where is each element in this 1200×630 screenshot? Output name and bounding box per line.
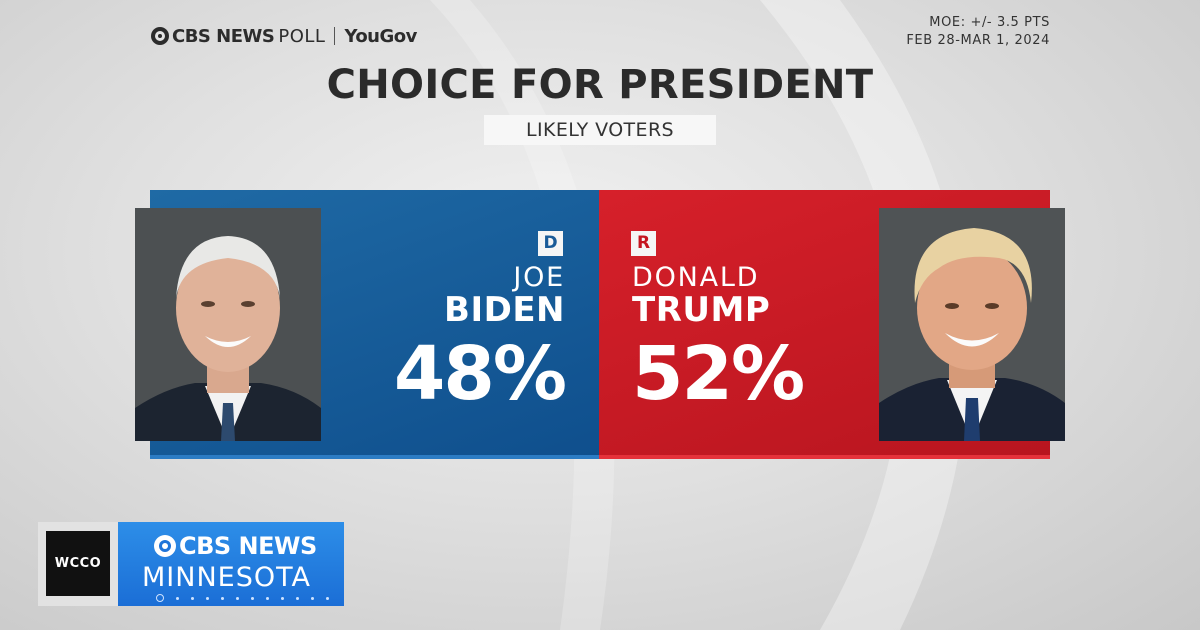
chart-title: CHOICE FOR PRESIDENT (326, 62, 874, 108)
chart-subtitle: LIKELY VOTERS (484, 115, 716, 145)
biden-photo (135, 208, 321, 441)
trump-last-name: TRUMP (632, 290, 771, 330)
cbs-eye-icon (151, 27, 169, 45)
network-name: CBS NEWS (179, 532, 317, 560)
network-bug: CBS NEWS MINNESOTA (118, 522, 344, 606)
progress-dots (156, 594, 329, 602)
trump-photo (879, 208, 1065, 441)
poll-dates: FEB 28-MAR 1, 2024 (906, 33, 1050, 48)
democrat-badge: D (538, 231, 563, 256)
source-poll: POLL (278, 25, 326, 47)
trump-percent: 52% (632, 331, 805, 417)
poll-meta: MOE: +/- 3.5 PTS FEB 28-MAR 1, 2024 (906, 14, 1050, 50)
biden-first-name: JOE (513, 262, 565, 293)
trump-first-name: DONALD (632, 262, 760, 293)
republican-badge: R (631, 231, 656, 256)
station-call-sign: WCCO (46, 531, 110, 596)
cbs-eye-icon (154, 535, 176, 557)
biden-percent: 48% (393, 331, 567, 417)
source-divider (334, 27, 336, 45)
margin-of-error: MOE: +/- 3.5 PTS (929, 15, 1050, 30)
biden-last-name: BIDEN (444, 290, 565, 330)
network-region: MINNESOTA (142, 562, 311, 593)
source-cbs: CBS NEWS (172, 25, 275, 47)
station-logo: WCCO (38, 522, 118, 606)
source-partner: YouGov (344, 25, 417, 47)
poll-source: CBS NEWS POLL YouGov (151, 24, 417, 48)
